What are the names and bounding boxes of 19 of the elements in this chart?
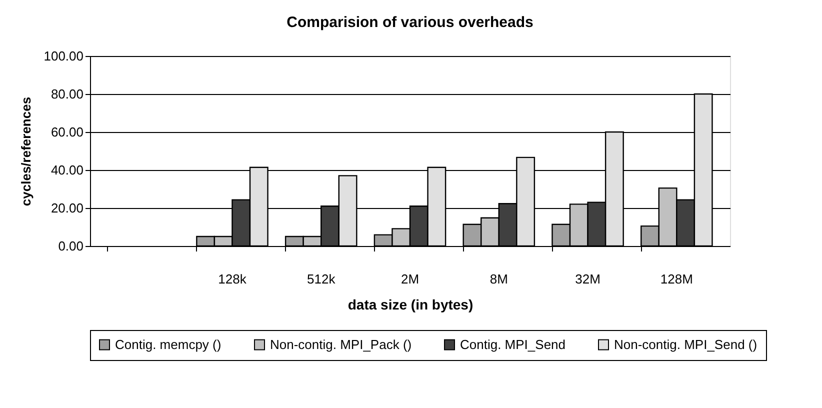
x-tick-label: 32M: [575, 272, 600, 286]
x-axis-title: data size (in bytes): [348, 296, 474, 312]
y-axis-title: cycles/references: [18, 96, 34, 206]
y-tick-label: 0.00: [58, 238, 84, 254]
y-tick-label: 100.00: [44, 48, 84, 64]
y-tick-label: 20.00: [50, 200, 84, 216]
x-tick-label: 128k: [218, 272, 247, 286]
legend-label: Non-contig. MPI_Send (): [614, 336, 758, 352]
x-tick-label: 128M: [660, 272, 693, 286]
y-tick-label: 80.00: [50, 86, 84, 102]
chart-title: Comparision of various overheads: [286, 14, 534, 31]
legend-label: Contig. MPI_Send: [460, 336, 566, 352]
x-tick-label: 2M: [400, 272, 420, 286]
legend-label: Non-contig. MPI_Pack (): [270, 336, 412, 352]
legend-label: Contig. memcpy (): [115, 336, 222, 352]
y-tick-label: 40.00: [50, 162, 84, 178]
y-tick-label: 60.00: [50, 124, 84, 140]
x-tick-label: 512k: [307, 272, 336, 286]
x-tick-label: 8M: [490, 272, 508, 286]
